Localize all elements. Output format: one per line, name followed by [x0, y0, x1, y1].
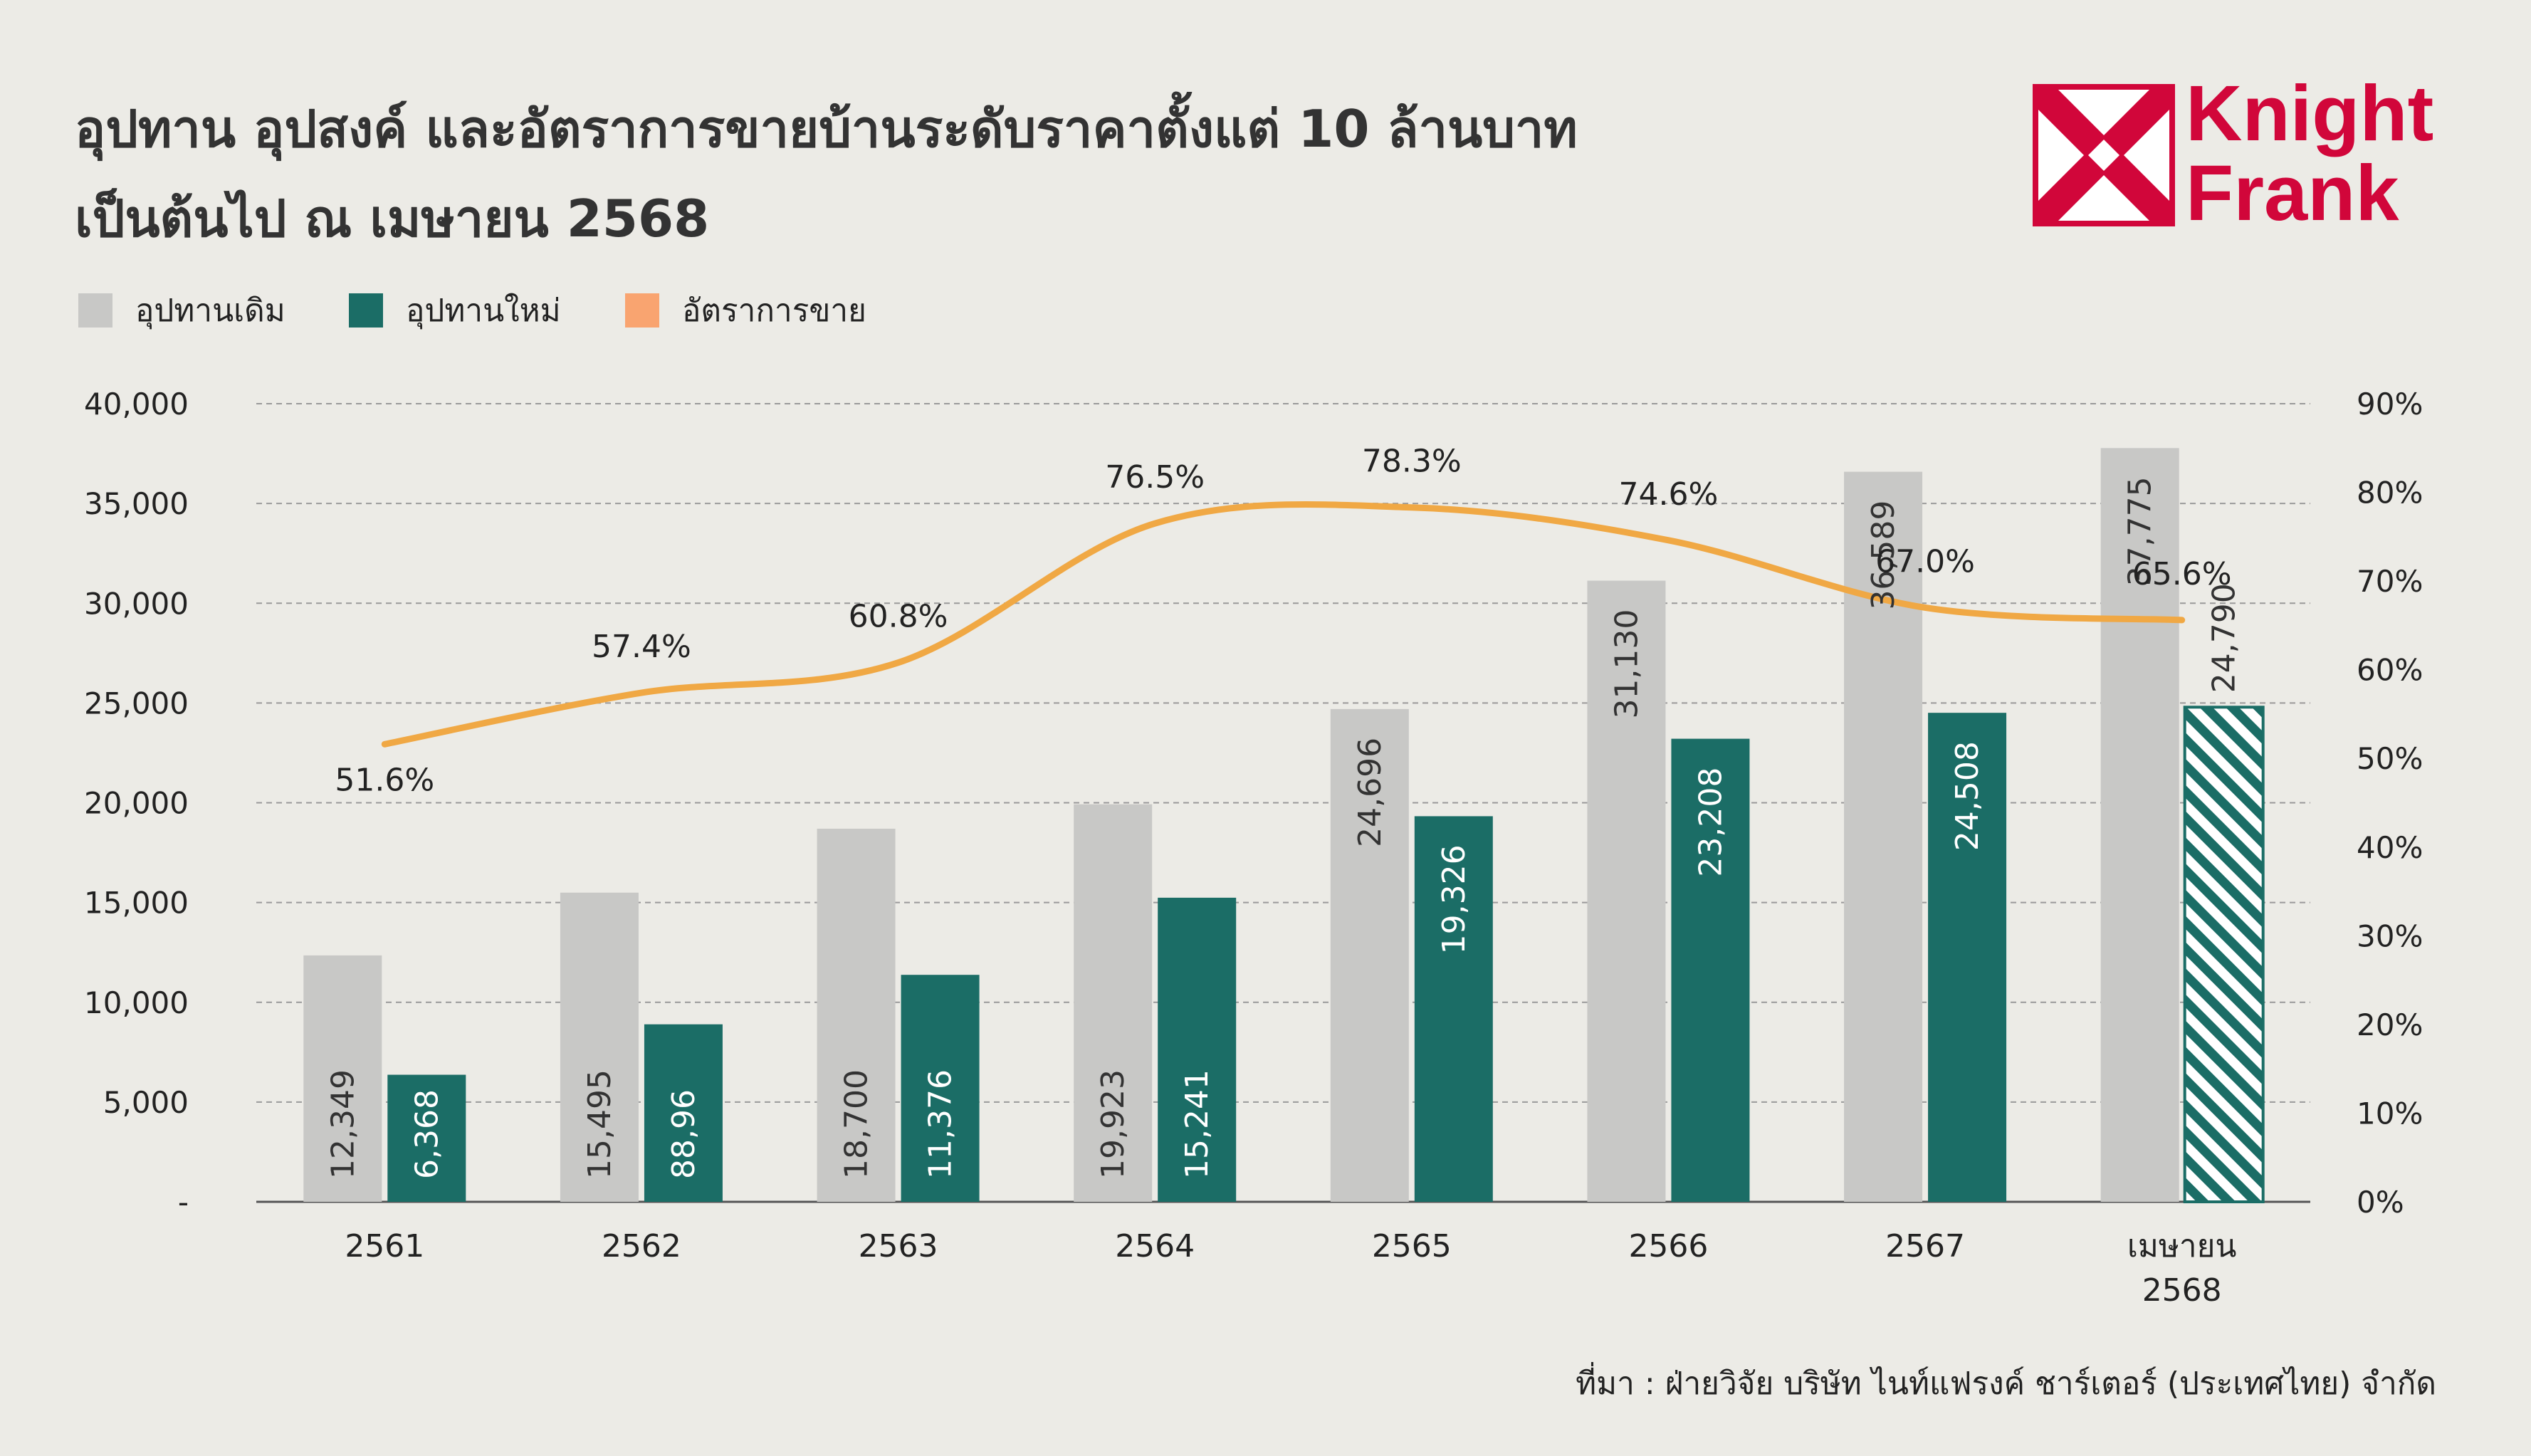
bar-new-supply	[1928, 713, 2007, 1202]
y-left-tick-label: 40,000	[84, 387, 189, 421]
y-left-tick-label: 25,000	[84, 686, 189, 721]
bar-existing-supply	[2100, 448, 2179, 1202]
data-label-sales-rate: 78.3%	[1362, 444, 1462, 480]
title-line-2: เป็นต้นไป ณ เมษายน 2568	[75, 189, 710, 248]
logo-line-2: Frank	[2186, 150, 2399, 237]
x-tick-label: 2565	[1372, 1228, 1452, 1264]
logo-line-1: Knight	[2186, 70, 2434, 157]
bar-new-supply	[901, 975, 980, 1202]
x-tick-label: 2562	[602, 1228, 681, 1264]
bar-new-supply	[2183, 706, 2265, 1203]
data-label-new-supply: 24,508	[1949, 741, 1986, 851]
data-label-new-supply: 88,96	[666, 1089, 702, 1179]
title-line-1: อุปทาน อุปสงค์ และอัตราการขายบ้านระดับรา…	[75, 99, 1578, 159]
bar-new-supply	[1158, 897, 1237, 1202]
legend-label-sales-rate: อัตราการขาย	[682, 293, 866, 329]
bar-existing-supply	[303, 955, 382, 1202]
data-label-new-supply: 19,326	[1436, 844, 1472, 954]
y-right-tick-label: 80%	[2357, 476, 2423, 510]
legend-swatch-new-supply	[349, 293, 383, 328]
y-right-tick-label: 0%	[2357, 1185, 2404, 1220]
data-label-new-supply: 23,208	[1692, 768, 1729, 877]
y-left-tick-label: 15,000	[84, 886, 189, 921]
y-left-tick-label: 35,000	[84, 486, 189, 521]
data-label-existing-supply: 19,923	[1095, 1069, 1131, 1179]
data-label-new-supply: 24,790	[2206, 583, 2243, 693]
sales-rate-line	[381, 501, 2186, 748]
x-tick-label: 2563	[859, 1228, 938, 1264]
y-right-tick-label: 60%	[2357, 653, 2423, 688]
chart-title: อุปทาน อุปสงค์ และอัตราการขายบ้านระดับรา…	[75, 84, 1578, 263]
x-tick-label: 2567	[1885, 1228, 1965, 1264]
data-label-sales-rate: 65.6%	[2132, 556, 2232, 592]
legend-swatch-sales-rate	[625, 293, 659, 328]
y-left-tick-label: -	[178, 1185, 189, 1220]
data-label-existing-supply: 15,495	[582, 1069, 618, 1179]
y-right-tick-label: 90%	[2357, 387, 2423, 421]
logo-wordmark: Knight Frank	[2186, 74, 2433, 234]
bar-existing-supply	[1587, 580, 1666, 1202]
bar-new-supply	[387, 1074, 466, 1202]
data-label-new-supply: 11,376	[923, 1069, 959, 1179]
x-tick-label: 2568	[2142, 1272, 2222, 1309]
y-right-tick-label: 50%	[2357, 741, 2423, 776]
data-label-existing-supply: 37,775	[2122, 476, 2159, 586]
bar-existing-supply	[1330, 708, 1409, 1202]
y-right-tick-label: 70%	[2357, 564, 2423, 599]
y-left-tick-label: 5,000	[103, 1085, 189, 1120]
logo-mark-icon	[2033, 84, 2175, 226]
bar-new-supply	[644, 1024, 723, 1202]
data-label-sales-rate: 57.4%	[592, 629, 691, 665]
data-label-sales-rate: 51.6%	[335, 762, 434, 798]
legend-label-new-supply: อุปทานใหม่	[406, 293, 561, 329]
x-tick-label: 2561	[345, 1228, 424, 1264]
y-right-tick-label: 20%	[2357, 1007, 2423, 1042]
y-right-tick-label: 40%	[2357, 830, 2423, 865]
y-left-tick-label: 10,000	[84, 985, 189, 1020]
y-left-tick-label: 20,000	[84, 786, 189, 821]
data-label-existing-supply: 12,349	[325, 1069, 361, 1179]
bar-existing-supply	[817, 828, 896, 1202]
bar-existing-supply	[560, 892, 639, 1202]
data-label-new-supply: 15,241	[1179, 1069, 1215, 1179]
source-note: ที่มา : ฝ่ายวิจัย บริษัท ไนท์แฟรงค์ ชาร์…	[1576, 1366, 2436, 1402]
y-right-tick-label: 30%	[2357, 918, 2423, 953]
data-label-sales-rate: 67.0%	[1875, 543, 1975, 580]
x-tick-label: เมษายน	[2127, 1228, 2237, 1264]
x-tick-label: 2564	[1115, 1228, 1195, 1264]
data-label-sales-rate: 76.5%	[1105, 459, 1205, 496]
data-label-existing-supply: 31,130	[1608, 609, 1645, 719]
data-label-new-supply: 6,368	[409, 1089, 445, 1179]
x-tick-label: 2566	[1628, 1228, 1708, 1264]
bar-new-supply	[1414, 816, 1493, 1202]
data-label-existing-supply: 18,700	[839, 1069, 875, 1179]
legend-swatch-existing-supply	[78, 293, 112, 328]
y-right-tick-label: 10%	[2357, 1096, 2423, 1131]
data-label-existing-supply: 24,696	[1352, 738, 1388, 847]
data-label-existing-supply: 36,589	[1865, 501, 1902, 610]
data-label-sales-rate: 74.6%	[1619, 476, 1719, 513]
bar-new-supply	[1671, 738, 1750, 1202]
y-left-tick-label: 30,000	[84, 586, 189, 621]
data-label-sales-rate: 60.8%	[849, 599, 948, 635]
bar-existing-supply	[1074, 804, 1153, 1202]
legend-label-existing-supply: อุปทานเดิม	[135, 293, 285, 329]
knight-frank-logo: Knight Frank	[2033, 74, 2460, 234]
